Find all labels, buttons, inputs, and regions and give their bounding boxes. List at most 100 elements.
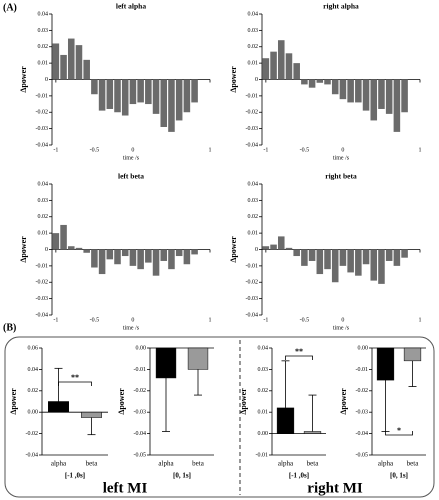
bar — [106, 79, 114, 109]
bar — [48, 401, 69, 413]
bar — [324, 249, 331, 270]
y-tick-label: 0.02 — [38, 44, 49, 50]
x-tick-label: 1 — [419, 317, 422, 323]
y-tick-label: -0.04 — [26, 452, 39, 458]
bar — [129, 249, 137, 266]
y-tick-label: -0.03 — [246, 126, 259, 132]
x-tick-label: 0 — [131, 147, 134, 153]
y-axis-label: Δpower — [9, 388, 18, 415]
chart-title: right alpha — [323, 2, 359, 11]
bar — [183, 79, 191, 113]
bar — [270, 244, 277, 250]
x-tick-label: 0 — [341, 147, 344, 153]
bar — [60, 224, 67, 250]
bar — [137, 79, 144, 103]
bar — [331, 249, 339, 283]
bar — [168, 249, 175, 270]
bar — [81, 411, 102, 418]
bar — [347, 249, 354, 273]
y-tick-label: 0.02 — [28, 388, 39, 394]
y-tick-label: -0.01 — [36, 263, 49, 269]
y-axis-label: Δpower — [19, 236, 28, 263]
y-tick-label: 0.02 — [258, 388, 269, 394]
bar — [175, 79, 183, 121]
y-axis-label: Δpower — [229, 66, 238, 93]
bar — [83, 59, 90, 80]
bar — [301, 79, 308, 85]
y-tick-label: 0.03 — [248, 198, 259, 204]
x-tick-label: -1 — [53, 147, 58, 153]
bar — [175, 249, 183, 257]
bar — [160, 249, 168, 261]
bar — [293, 63, 300, 80]
y-tick-label: 0.01 — [248, 231, 259, 237]
bar — [137, 249, 144, 270]
y-tick-label: 0.04 — [28, 367, 39, 373]
chart-title: left alpha — [116, 2, 146, 11]
bar — [378, 79, 385, 109]
panel-frame — [4, 336, 435, 498]
y-tick-label: 0.01 — [38, 61, 49, 67]
panel-label: (B) — [3, 322, 16, 333]
y-tick-label: 0 — [255, 247, 258, 253]
y-tick-label: 0.03 — [258, 367, 269, 373]
bar — [145, 79, 152, 105]
y-tick-label: 0.01 — [258, 410, 269, 416]
x-tick-label: -1 — [263, 317, 268, 323]
y-tick-label: 0.03 — [38, 198, 49, 204]
y-tick-label: -0.03 — [134, 410, 147, 416]
x-tick-label: -0.5 — [90, 147, 100, 153]
x-tick-label: alpha — [51, 460, 67, 468]
bar — [152, 79, 160, 114]
x-tick-label: beta — [307, 460, 320, 468]
bar — [303, 431, 322, 434]
significance-label: ** — [295, 347, 303, 356]
x-tick-label: 1 — [419, 147, 422, 153]
x-axis-label: time /s — [123, 155, 140, 161]
bar — [168, 79, 175, 132]
bar — [339, 79, 347, 100]
y-tick-label: -0.02 — [36, 280, 49, 286]
bar — [385, 79, 393, 114]
bar — [316, 79, 324, 83]
bar — [183, 249, 191, 265]
bar — [191, 249, 198, 255]
bar — [83, 249, 90, 253]
bar — [316, 249, 324, 275]
y-tick-label: 0.00 — [136, 345, 147, 351]
bar — [403, 347, 422, 362]
y-tick-label: 0.01 — [248, 61, 259, 67]
x-tick-label: -0.5 — [90, 317, 100, 323]
bar — [339, 249, 347, 266]
bar — [114, 249, 121, 265]
bar — [277, 40, 285, 80]
bar — [75, 247, 83, 250]
bar — [121, 79, 129, 116]
y-tick-label: 0.04 — [38, 11, 49, 17]
y-tick-label: -0.02 — [36, 110, 49, 116]
x-axis-label: [0, 1s] — [173, 472, 191, 480]
bar — [262, 58, 270, 80]
bar — [378, 249, 385, 284]
y-axis-label: Δpower — [19, 66, 28, 93]
y-tick-label: 0.02 — [248, 214, 259, 220]
bar — [355, 249, 362, 276]
y-tick-label: -0.04 — [134, 431, 147, 437]
bar — [121, 249, 129, 257]
y-tick-label: 0.02 — [248, 44, 259, 50]
bar — [106, 249, 114, 260]
bar — [187, 347, 209, 370]
y-tick-label: -0.01 — [134, 367, 147, 373]
bar — [52, 43, 60, 80]
chart-title: left beta — [118, 172, 144, 181]
y-tick-label: -0.05 — [356, 452, 369, 458]
bar — [285, 53, 293, 80]
y-tick-label: -0.04 — [356, 431, 369, 437]
y-tick-label: 0 — [255, 77, 258, 83]
bar — [67, 246, 75, 250]
y-tick-label: -0.03 — [36, 126, 49, 132]
x-tick-label: beta — [407, 460, 420, 468]
significance-label: * — [397, 426, 401, 435]
y-tick-label: 0.06 — [28, 345, 39, 351]
